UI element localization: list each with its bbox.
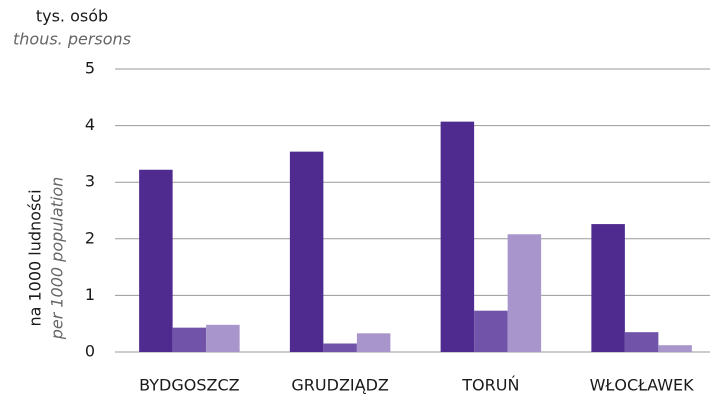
y-unit-label-en: thous. persons: [13, 30, 131, 49]
x-tick-label: BYDGOSZCZ: [139, 376, 239, 395]
bar: [474, 310, 508, 352]
x-tick-label: TORUŃ: [461, 376, 519, 395]
bar: [624, 332, 659, 352]
y-tick-label: 4: [85, 115, 95, 134]
y-axis-label-en: per 1000 population: [48, 177, 67, 341]
y-tick-label: 2: [85, 228, 95, 247]
y-axis-label: na 1000 ludności: [26, 189, 45, 326]
bar: [440, 121, 475, 352]
bar: [206, 324, 240, 352]
bar: [356, 333, 391, 352]
y-tick-label: 3: [85, 172, 95, 191]
bar: [591, 224, 625, 352]
bar: [507, 234, 542, 352]
x-tick-label: WŁOCŁAWEK: [590, 376, 695, 395]
bar: [658, 345, 692, 352]
y-tick-label: 0: [85, 342, 95, 361]
x-tick-label: GRUDZIĄDZ: [291, 376, 388, 395]
bar: [323, 343, 357, 352]
bar: [289, 151, 324, 352]
bar: [139, 169, 173, 352]
y-unit-label: tys. osób: [36, 7, 108, 26]
y-tick-label: 1: [85, 285, 95, 304]
y-tick-label: 5: [85, 59, 95, 78]
bar: [172, 327, 207, 352]
